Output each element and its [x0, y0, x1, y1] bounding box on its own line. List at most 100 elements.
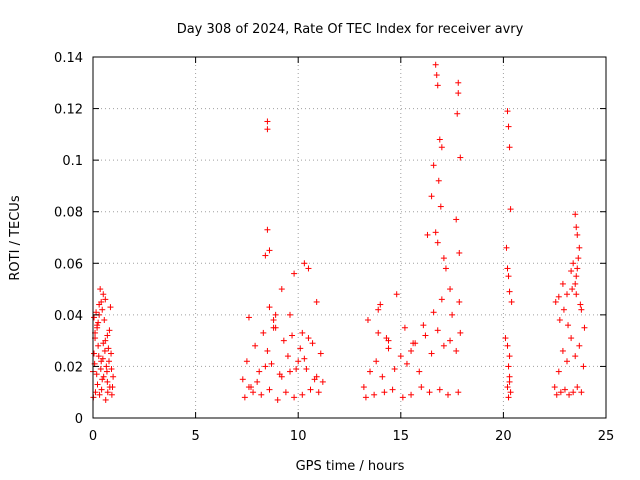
data-point: [264, 347, 271, 354]
data-point: [282, 389, 289, 396]
data-point: [455, 79, 462, 86]
data-point: [401, 324, 408, 331]
x-tick-label: 0: [89, 429, 97, 444]
data-point: [391, 366, 398, 373]
data-point: [262, 363, 269, 370]
data-point: [430, 309, 437, 316]
data-point: [504, 384, 511, 391]
data-point: [403, 360, 410, 367]
data-point: [453, 347, 460, 354]
data-point: [422, 332, 429, 339]
data-point: [438, 144, 445, 151]
data-point: [241, 394, 248, 401]
data-point: [578, 306, 585, 313]
data-point: [556, 317, 563, 324]
data-point: [303, 366, 310, 373]
data-point: [264, 126, 271, 133]
data-point: [561, 386, 568, 393]
x-axis-label: GPS time / hours: [296, 459, 405, 474]
data-point: [258, 391, 265, 398]
data-point: [305, 335, 312, 342]
data-point: [565, 322, 572, 329]
data-point: [570, 389, 577, 396]
data-point: [502, 335, 509, 342]
data-point: [315, 389, 322, 396]
data-point: [278, 286, 285, 293]
data-point: [107, 304, 114, 311]
y-tick-label: 0.02: [54, 360, 83, 375]
data-point: [317, 350, 324, 357]
x-tick-label: 20: [495, 429, 512, 444]
data-point: [362, 394, 369, 401]
data-point: [102, 337, 109, 344]
data-point: [266, 304, 273, 311]
data-point: [385, 345, 392, 352]
y-tick-label: 0.1: [62, 154, 83, 169]
data-point: [103, 363, 110, 370]
data-point: [503, 244, 510, 251]
data-point: [311, 376, 318, 383]
data-point: [108, 350, 115, 357]
y-tick-label: 0.06: [54, 257, 83, 272]
data-point: [440, 342, 447, 349]
data-point: [573, 291, 580, 298]
data-point: [99, 376, 106, 383]
data-point: [456, 298, 463, 305]
data-point: [507, 389, 514, 396]
data-point: [93, 371, 100, 378]
data-point: [553, 391, 560, 398]
data-point: [504, 342, 511, 349]
data-point: [557, 389, 564, 396]
data-point: [375, 329, 382, 336]
y-tick-label: 0.12: [54, 103, 83, 118]
data-point: [576, 244, 583, 251]
data-point: [104, 332, 111, 339]
data-point: [375, 306, 382, 313]
data-point: [581, 324, 588, 331]
data-point: [252, 342, 259, 349]
data-point: [504, 265, 511, 272]
x-tick-label: 10: [290, 429, 307, 444]
data-point: [381, 389, 388, 396]
y-tick-label: 0: [75, 412, 83, 427]
data-point: [456, 249, 463, 256]
data-point: [568, 268, 575, 275]
data-point: [434, 327, 441, 334]
data-point: [260, 329, 267, 336]
data-point: [428, 350, 435, 357]
data-point: [299, 329, 306, 336]
data-point: [373, 358, 380, 365]
data-point: [299, 391, 306, 398]
data-point: [286, 368, 293, 375]
data-point: [457, 154, 464, 161]
data-point: [270, 317, 277, 324]
data-point: [94, 381, 101, 388]
data-point: [100, 291, 107, 298]
data-point: [301, 355, 308, 362]
data-point: [266, 386, 273, 393]
data-point: [98, 298, 105, 305]
data-point: [577, 301, 584, 308]
data-point: [457, 329, 464, 336]
data-point: [305, 265, 312, 272]
data-point: [420, 322, 427, 329]
y-axis-label: ROTI / TECUs: [8, 195, 23, 280]
data-point: [95, 319, 102, 326]
data-point: [408, 391, 415, 398]
data-point: [99, 355, 106, 362]
data-point: [101, 317, 108, 324]
data-point: [505, 363, 512, 370]
data-point: [102, 296, 109, 303]
data-point: [301, 260, 308, 267]
data-point: [436, 136, 443, 143]
data-point: [555, 293, 562, 300]
data-point: [559, 280, 566, 287]
data-point: [319, 378, 326, 385]
data-point: [377, 301, 384, 308]
data-point: [100, 373, 107, 380]
data-point: [309, 340, 316, 347]
x-tick-label: 25: [598, 429, 615, 444]
data-point: [245, 314, 252, 321]
data-point: [453, 216, 460, 223]
data-point: [438, 296, 445, 303]
